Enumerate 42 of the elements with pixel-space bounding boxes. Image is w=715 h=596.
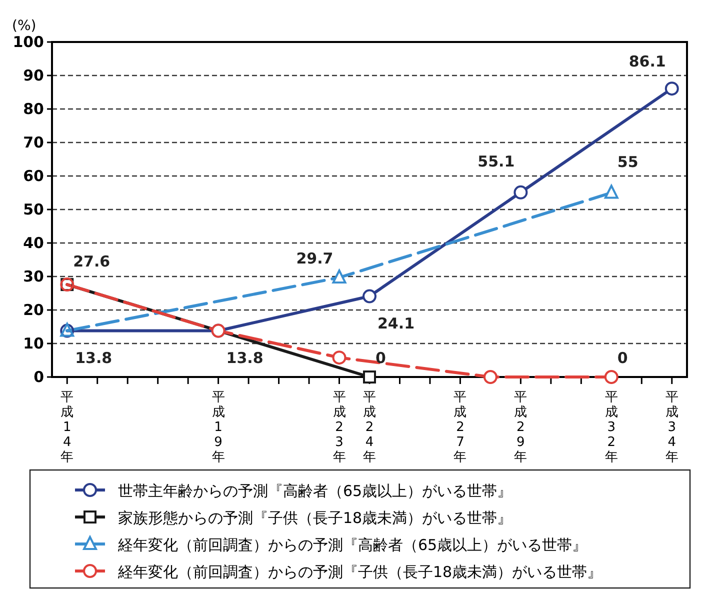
y-tick-label: 30 (23, 268, 44, 286)
legend-label: 経年変化（前回調査）からの予測『子供（長子18歳未満）がいる世帯』 (117, 563, 602, 581)
data-label: 13.8 (226, 348, 264, 367)
y-tick-label: 90 (23, 66, 44, 84)
y-tick-label: 40 (23, 234, 44, 252)
point (332, 270, 346, 284)
x-tick-label: 平成14年 (60, 390, 74, 465)
data-label: 27.6 (73, 252, 110, 271)
point (604, 184, 618, 199)
legend-label: 経年変化（前回調査）からの予測『高齢者（65歳以上）がいる世帯』 (117, 536, 588, 554)
y-tick-label: 0 (34, 368, 44, 386)
y-tick-label: 20 (23, 301, 44, 319)
y-tick-label: 50 (23, 200, 44, 218)
data-label: 24.1 (378, 314, 415, 332)
data-label: 29.7 (296, 250, 334, 268)
data-label: 55 (617, 152, 638, 171)
point (332, 350, 346, 365)
x-tick-label: 平成27年 (454, 390, 467, 465)
y-tick-label: 100 (12, 33, 44, 51)
legend-label: 世帯主年齢からの予測『高齢者（65歳以上）がいる世帯』 (118, 482, 512, 500)
x-tick-label: 平成32年 (604, 390, 618, 465)
legend-label: 家族形態からの予測『子供（長子18歳未満）がいる世帯』 (118, 509, 512, 527)
point (483, 370, 498, 384)
data-label: 0 (376, 349, 386, 367)
x-tick-label: 平成19年 (212, 390, 225, 465)
point (604, 370, 618, 384)
y-tick-label: 10 (23, 334, 44, 352)
point (362, 289, 376, 304)
x-tick-label: 平成23年 (332, 390, 346, 465)
point (664, 82, 679, 96)
data-label: 86.1 (628, 52, 666, 71)
y-tick-label: 70 (23, 134, 44, 152)
x-tick-label: 平成24年 (363, 390, 376, 465)
x-tick-label: 平成34年 (665, 390, 678, 465)
x-tick-label: 平成29年 (514, 390, 528, 465)
data-label: 55.1 (478, 152, 515, 170)
y-tick-label: 60 (23, 167, 44, 185)
data-label: 13.8 (75, 348, 112, 367)
y-axis-title: (%) (12, 18, 36, 34)
y-tick-label: 80 (23, 100, 44, 118)
data-label: 0 (617, 349, 628, 367)
point (514, 185, 528, 200)
